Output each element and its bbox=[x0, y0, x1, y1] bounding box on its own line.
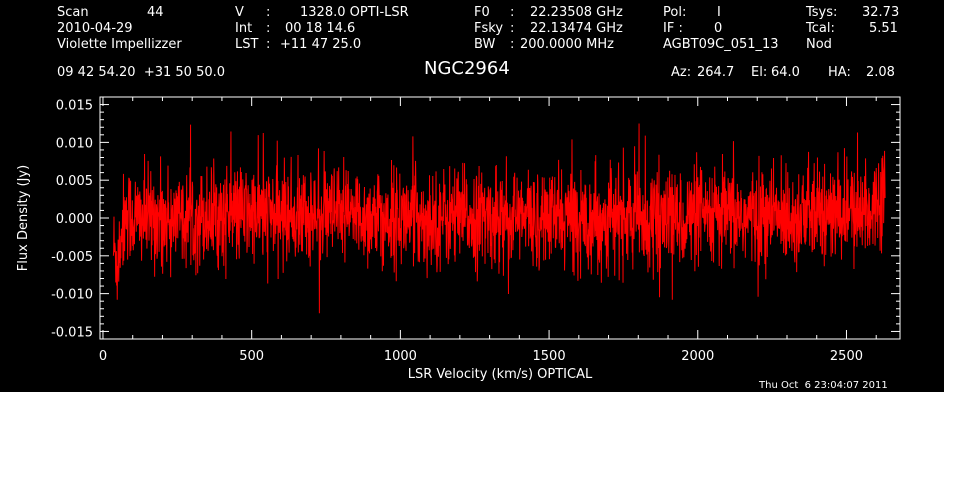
x-tick-label: 1500 bbox=[533, 349, 566, 364]
tcal-value: 5.51 bbox=[869, 21, 898, 36]
azimuth-value: 264.7 bbox=[697, 65, 735, 80]
axes-layer: 0 500 1000 1500 2000 2500 -0.015 -0.010 -0.005 0.… bbox=[51, 97, 900, 364]
velocity-value: 1328.0 OPTI-LSR bbox=[300, 5, 409, 20]
x-axis-title: LSR Velocity (km/s) OPTICAL bbox=[408, 367, 593, 382]
lst-value: +11 47 25.0 bbox=[280, 37, 362, 52]
x-tick-label: 0 bbox=[99, 349, 107, 364]
separator: : bbox=[510, 21, 515, 36]
separator: : bbox=[266, 5, 271, 20]
x-tick-label: 500 bbox=[239, 349, 264, 364]
bandwidth-label: BW bbox=[474, 37, 496, 52]
observing-mode: Nod bbox=[806, 37, 832, 52]
pol-value: I bbox=[717, 5, 721, 20]
y-tick-label: 0.010 bbox=[56, 136, 93, 151]
y-tick-label: -0.010 bbox=[51, 288, 93, 303]
spectrum-chart: 0 500 1000 1500 2000 2500 -0.015 -0.010 -0.005 0.… bbox=[16, 96, 901, 382]
lst-label: LST bbox=[235, 37, 259, 52]
scan-number: 44 bbox=[147, 5, 164, 20]
tsys-label: Tsys: bbox=[806, 5, 838, 20]
fsky-value: 22.13474 GHz bbox=[530, 21, 623, 36]
y-tick-label: -0.015 bbox=[51, 325, 93, 340]
x-tick-label: 2500 bbox=[830, 349, 863, 364]
fsky-label: Fsky bbox=[474, 21, 504, 36]
y-tick-label: 0.015 bbox=[56, 99, 93, 114]
y-tick-label: 0.005 bbox=[56, 174, 93, 189]
separator: : bbox=[266, 21, 271, 36]
observer-name: Violette Impellizzer bbox=[57, 37, 182, 52]
separator: : bbox=[510, 37, 515, 52]
scan-label: Scan bbox=[57, 5, 89, 20]
azimuth-label: Az: bbox=[671, 65, 692, 80]
plot-panel bbox=[0, 0, 944, 392]
integration-label: Int bbox=[235, 21, 253, 36]
tcal-label: Tcal: bbox=[806, 21, 835, 36]
separator: : bbox=[510, 5, 515, 20]
y-tick-label: -0.005 bbox=[51, 250, 93, 265]
elevation-value: 64.0 bbox=[771, 65, 800, 80]
plot-timestamp: Thu Oct 6 23:04:07 2011 bbox=[759, 380, 888, 391]
spectrum-trace-layer bbox=[112, 123, 886, 314]
y-tick-label: 0.000 bbox=[56, 212, 93, 227]
bandwidth-value: 200.0000 MHz bbox=[520, 37, 614, 52]
integration-value: 00 18 14.6 bbox=[285, 21, 356, 36]
source-coordinates: 09 42 54.20 +31 50 50.0 bbox=[57, 65, 226, 80]
velocity-label: V bbox=[235, 5, 244, 20]
spectrum-trace bbox=[112, 123, 886, 314]
f0-label: F0 bbox=[474, 5, 490, 20]
source-name: NGC2964 bbox=[424, 58, 510, 79]
if-label: IF : bbox=[663, 21, 683, 36]
separator: : bbox=[266, 37, 271, 52]
if-value: 0 bbox=[714, 21, 723, 36]
observation-date: 2010-04-29 bbox=[57, 21, 133, 36]
f0-value: 22.23508 GHz bbox=[530, 5, 623, 20]
hour-angle-label: HA: bbox=[828, 65, 851, 80]
tsys-value: 32.73 bbox=[862, 5, 900, 20]
project-id: AGBT09C_051_13 bbox=[663, 37, 779, 52]
y-axis-title: Flux Density (Jy) bbox=[16, 165, 31, 271]
elevation-label: El: bbox=[751, 65, 768, 80]
hour-angle-value: 2.08 bbox=[866, 65, 895, 80]
pol-label: Pol: bbox=[663, 5, 687, 20]
x-tick-label: 2000 bbox=[681, 349, 714, 364]
x-tick-label: 1000 bbox=[384, 349, 417, 364]
